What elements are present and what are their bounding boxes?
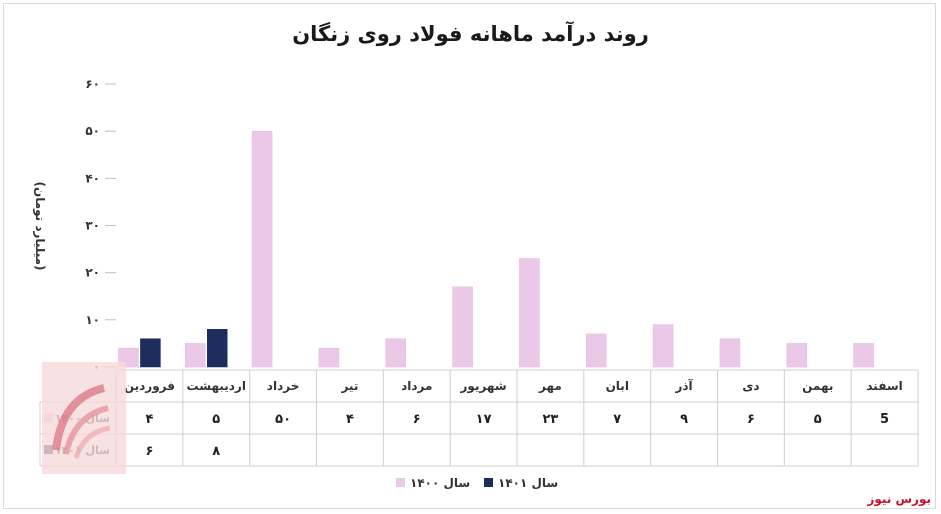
bar-1400 [385, 338, 406, 368]
chart-title: روند درآمد ماهانه فولاد روی زنگان [292, 22, 649, 46]
source-label: بورس نیوز [867, 492, 931, 506]
category-label: تیر [340, 379, 358, 393]
category-label: فروردین [124, 379, 175, 394]
data-value: ۶ [145, 444, 153, 459]
data-value: ۵ [212, 412, 220, 427]
category-label: دی [742, 379, 759, 393]
bar-1400 [586, 333, 607, 368]
brand-watermark-icon [42, 362, 126, 474]
legend-label: سال ۱۴۰۱ [498, 476, 558, 490]
bar-1400 [251, 130, 273, 368]
category-label: مرداد [401, 379, 432, 393]
category-label: بهمن [802, 379, 833, 393]
data-value: ۵ [814, 412, 822, 427]
category-label: اسفند [866, 379, 902, 393]
category-label: خرداد [267, 379, 300, 393]
legend-label: سال ۱۴۰۰ [410, 476, 470, 490]
category-label: آذر [674, 378, 693, 393]
category-label: شهریور [460, 379, 507, 394]
y-tick-label: ۲۰ [85, 266, 100, 280]
y-tick-label: ۵۰ [85, 124, 100, 138]
category-label: اردیبهشت [187, 379, 246, 393]
y-axis-title: (میلیارد تومان) [32, 181, 47, 270]
data-value: ۶ [747, 412, 755, 427]
legend-swatch [484, 478, 493, 487]
data-value: ۶ [413, 412, 421, 427]
data-value: ۱۷ [476, 412, 492, 427]
bar-1400 [452, 286, 473, 368]
category-label: ابان [606, 379, 629, 393]
data-value: ۴ [145, 412, 153, 427]
data-value: ۷ [613, 412, 621, 427]
bar-1400 [719, 338, 741, 368]
bar-1400 [853, 343, 874, 368]
bar-1400 [519, 258, 540, 368]
bar-1400 [786, 343, 807, 368]
legend-swatch [396, 478, 405, 487]
bar-1401 [140, 338, 161, 368]
category-label: مهر [538, 379, 562, 393]
data-value: ۲۳ [542, 412, 558, 427]
data-value: ۹ [680, 412, 688, 427]
bar-1401 [207, 329, 228, 368]
data-value: ۵۰ [275, 412, 291, 427]
y-tick-label: ۳۰ [85, 219, 100, 233]
y-tick-label: ۱۰ [85, 313, 100, 327]
bar-1400 [318, 347, 340, 368]
y-tick-label: ۶۰ [85, 77, 100, 91]
y-tick-label: ۴۰ [85, 171, 100, 185]
bar-1400 [185, 343, 206, 368]
data-value: ۴ [346, 412, 354, 427]
data-value: 5 [880, 412, 889, 427]
data-value: ۸ [212, 444, 220, 459]
chart-frame [3, 3, 936, 509]
bar-1400 [652, 324, 674, 368]
